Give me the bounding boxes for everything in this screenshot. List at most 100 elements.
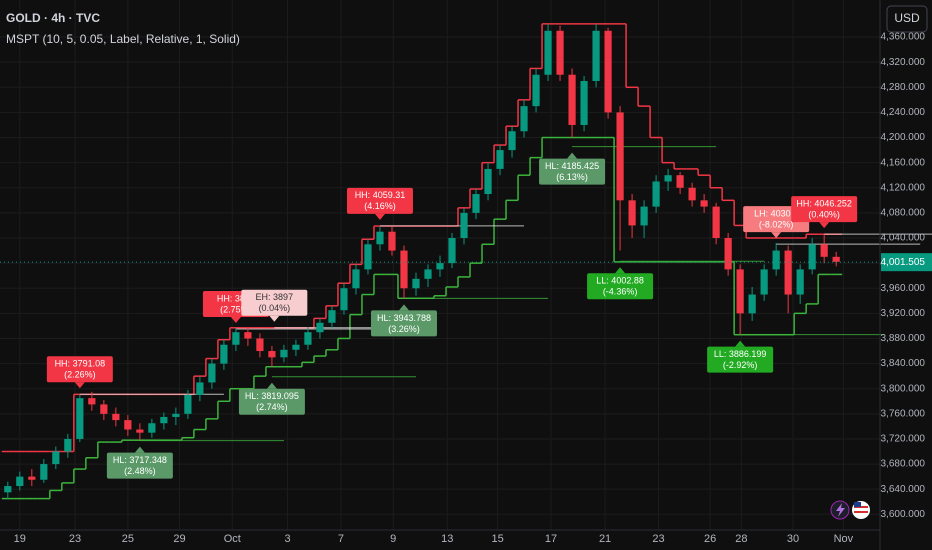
candle-body [268, 351, 276, 358]
y-tick-label: 3,960.000 [881, 283, 926, 294]
candle-body [28, 476, 36, 480]
candle-body [712, 206, 720, 238]
x-tick-label: 9 [390, 533, 396, 545]
pivot-box [46, 356, 113, 383]
y-tick-label: 4,200.000 [881, 132, 926, 143]
pivot-pointer [819, 222, 830, 229]
candle-body [352, 269, 360, 289]
y-tick-label: 4,080.000 [881, 208, 926, 219]
candle-body [184, 394, 192, 414]
candle-body [688, 187, 696, 201]
candle-body [760, 269, 768, 295]
pivot-pointer [735, 340, 746, 347]
pivot-subtext: (2.48%) [124, 466, 156, 476]
candle-body [424, 269, 432, 279]
pivot-box [370, 310, 437, 337]
pivot-pointer [374, 213, 385, 220]
pivot-pointer [771, 232, 782, 239]
candle-body [736, 269, 744, 314]
pivot-subtext: (-2.92%) [723, 360, 758, 370]
x-tick-label: 26 [704, 533, 716, 545]
pivot-label: HL: 3819.095(2.74%) [238, 382, 305, 415]
last-price-box [881, 253, 932, 272]
x-tick-label: 17 [545, 533, 557, 545]
y-tick-label: 3,880.000 [881, 333, 926, 344]
pivot-label: HH: 3791.08(2.26%) [46, 356, 113, 389]
x-tick-label: 23 [652, 533, 664, 545]
pivot-pointer [134, 446, 145, 453]
candle-body [280, 349, 288, 358]
candle-body [112, 413, 120, 421]
pivot-subtext: (-4.36%) [603, 287, 638, 297]
candle-body [496, 150, 504, 169]
candle-body [616, 112, 624, 201]
pivot-text: HL: 3943.788 [377, 313, 431, 323]
y-tick-label: 3,760.000 [881, 408, 926, 419]
pivot-subtext: (0.04%) [259, 303, 291, 313]
candle-body [508, 131, 516, 151]
candle-body [388, 231, 396, 251]
pivot-subtext: (2.75%) [220, 304, 252, 314]
candle-body [160, 416, 168, 424]
candle-body [52, 451, 60, 465]
candle-body [376, 231, 384, 245]
candle-body [580, 81, 588, 125]
pivot-box [791, 196, 858, 223]
plot: HH: 3791.08(2.26%) HL: 3717.348(2.48%) HH:… [0, 23, 932, 500]
pivot-label: HL: 3717.348(2.48%) [106, 446, 173, 479]
candle-body [652, 181, 660, 207]
pivot-label: HL: 3943.788(3.26%) [370, 304, 437, 337]
x-tick-label: 21 [599, 533, 611, 545]
pivot-box [238, 388, 305, 415]
candle-body [88, 398, 96, 405]
pivot-subtext: (0.40%) [808, 209, 840, 219]
candle-body [472, 194, 480, 213]
candle-body [64, 438, 72, 452]
pivot-box [106, 452, 173, 479]
y-tick-label: 4,320.000 [881, 57, 926, 68]
candle-body [220, 344, 228, 364]
y-tick-label: 3,640.000 [881, 484, 926, 495]
pivot-text: HL: 3717.348 [113, 455, 167, 465]
y-tick-label: 3,680.000 [881, 459, 926, 470]
pivot-text: HH: 4046.252 [796, 198, 852, 208]
y-tick-label: 4,160.000 [881, 157, 926, 168]
candle-body [748, 294, 756, 314]
pivot-text: LL: 3886.199 [714, 349, 767, 359]
candle-body [520, 106, 528, 132]
x-tick-label: 3 [284, 533, 290, 545]
y-tick-label: 4,360.000 [881, 32, 926, 43]
currency-button[interactable] [886, 5, 928, 33]
y-tick-label: 4,120.000 [881, 182, 926, 193]
pivot-pointer [615, 267, 626, 274]
pivot-pointer [398, 304, 409, 311]
candle-body [568, 74, 576, 125]
x-tick-label: Nov [834, 533, 854, 545]
pivot-pointer [74, 382, 85, 389]
candle-body [784, 250, 792, 295]
candle-body [232, 332, 240, 345]
candle-body [136, 429, 144, 433]
x-tick-label: 15 [492, 533, 504, 545]
candle-body [76, 398, 84, 439]
flag-stripe [854, 511, 868, 513]
candle-body [700, 200, 708, 207]
x-tick-label: 29 [173, 533, 185, 545]
candle-body [292, 344, 300, 350]
pivot-label: EH: 3897(0.04%) [241, 289, 308, 322]
pivot-text: HL: 3819.095 [245, 391, 299, 401]
pivot-subtext: (4.16%) [364, 201, 396, 211]
pivot-subtext: (2.74%) [256, 402, 288, 412]
pivot-pointer [269, 315, 280, 322]
chart-title: GOLD · 4h · TVC [6, 11, 100, 25]
last-price-label: 4,001.505 [881, 257, 926, 268]
pivot-text: LL: 4002.88 [596, 276, 644, 286]
candle-body [592, 30, 600, 82]
pivot-text: LH: 4030.2 [754, 209, 798, 219]
pivot-box [241, 289, 308, 316]
pivot-label: HH: 4059.31(4.16%) [346, 187, 413, 220]
currency-button-label[interactable]: USD [894, 11, 920, 25]
candle-body [316, 322, 324, 333]
pivot-text: HH: 3895 [217, 293, 255, 303]
